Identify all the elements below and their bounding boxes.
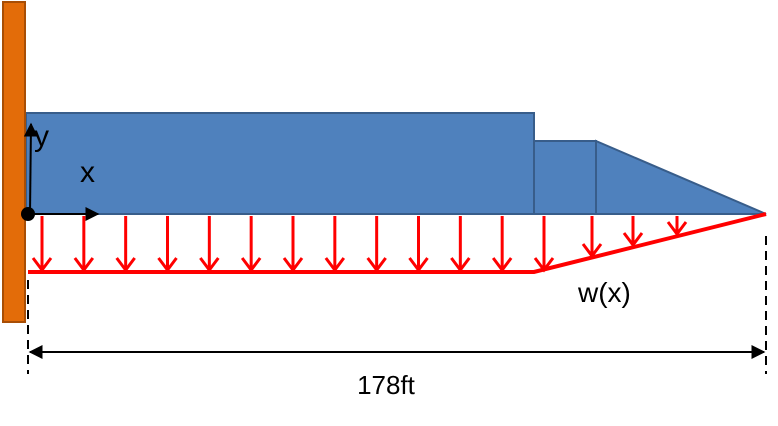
- beam-main-section: [25, 112, 535, 215]
- load-arrow: [282, 216, 304, 273]
- load-arrow: [408, 216, 429, 273]
- load-arrow: [324, 216, 346, 273]
- load-arrow: [533, 216, 555, 273]
- load-arrow: [581, 216, 603, 259]
- beam-tapered-tip: [595, 139, 767, 215]
- beam-step-section: [533, 140, 597, 215]
- load-arrow: [31, 216, 53, 273]
- load-arrow: [491, 216, 513, 273]
- load-arrow: [73, 216, 95, 273]
- load-label: w(x): [577, 277, 631, 308]
- distributed-load: [28, 212, 767, 274]
- y-axis-label: y: [34, 120, 49, 153]
- length-dimension: 178ft: [27, 236, 767, 400]
- beam: [25, 112, 767, 215]
- load-arrow: [450, 216, 471, 273]
- load-arrow: [157, 216, 178, 273]
- load-arrow: [366, 216, 387, 273]
- load-arrow: [666, 216, 688, 237]
- y-axis-arrow: [23, 122, 38, 215]
- load-arrow: [115, 216, 136, 273]
- load-arrow: [622, 216, 644, 248]
- wall-support: [2, 1, 26, 323]
- load-profile-line: [28, 212, 767, 274]
- length-label: 178ft: [357, 370, 416, 400]
- origin-point: [21, 207, 35, 221]
- load-arrow: [240, 216, 262, 273]
- load-arrow: [199, 216, 220, 273]
- x-axis-label: x: [80, 156, 95, 189]
- coordinate-axes: y x: [21, 120, 100, 221]
